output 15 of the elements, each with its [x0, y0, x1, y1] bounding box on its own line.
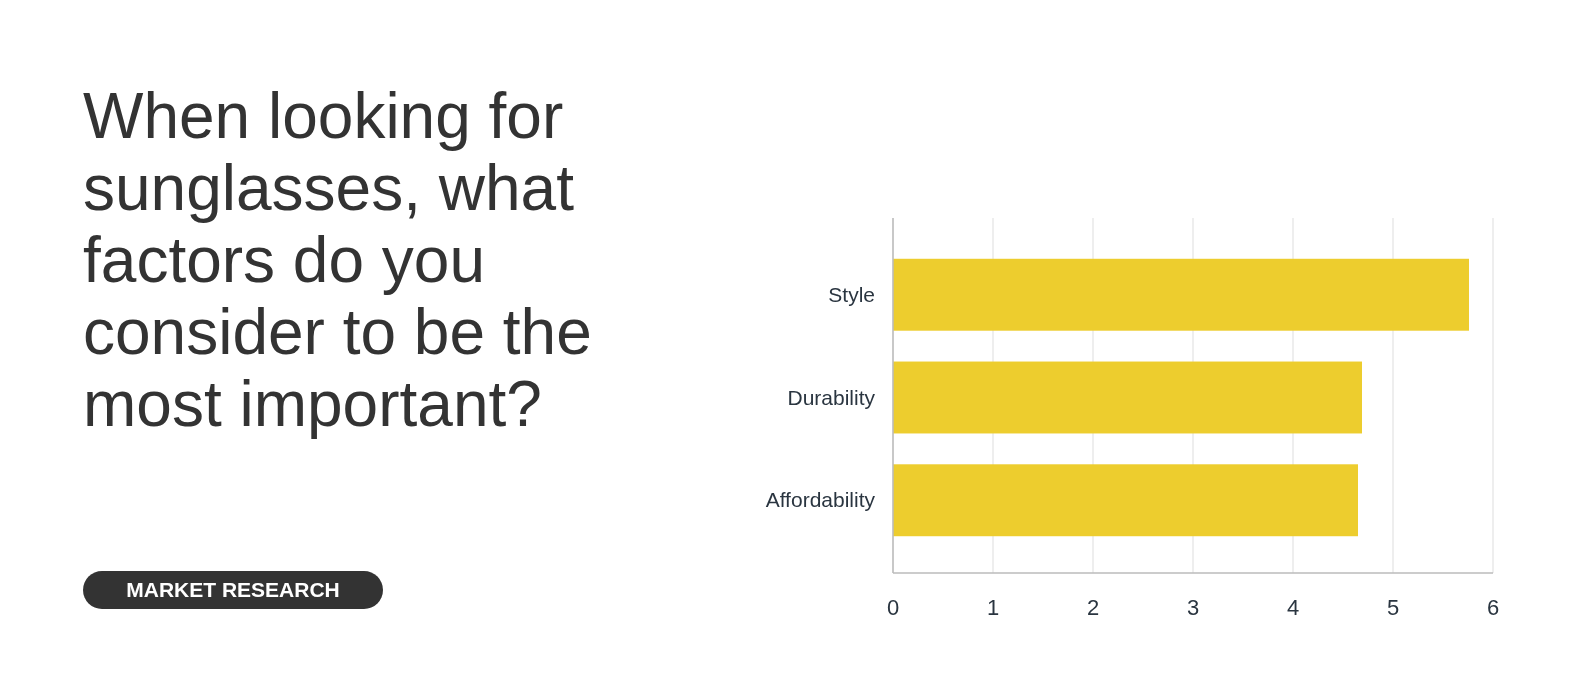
- x-tick-label: 3: [1186, 595, 1200, 620]
- text: When looking for sunglasses, what factors do you consider to be the most important?: [83, 80, 592, 440]
- y-tick-label: Style: [828, 282, 875, 306]
- bar: [893, 258, 1469, 331]
- x-tick-label: 1: [986, 595, 1000, 620]
- y-tick-label: Affordability: [765, 488, 876, 512]
- y-tick-label: Durability: [787, 385, 876, 409]
- bar: [893, 464, 1358, 537]
- x-tick-label: 5: [1386, 595, 1400, 620]
- text: MARKET RESEARCH: [126, 578, 340, 601]
- x-tick-label: 0: [886, 595, 900, 620]
- x-tick-label: 4: [1286, 595, 1300, 620]
- bar: [893, 361, 1362, 434]
- x-tick-label: 2: [1086, 595, 1100, 620]
- x-tick-label: 6: [1486, 595, 1500, 620]
